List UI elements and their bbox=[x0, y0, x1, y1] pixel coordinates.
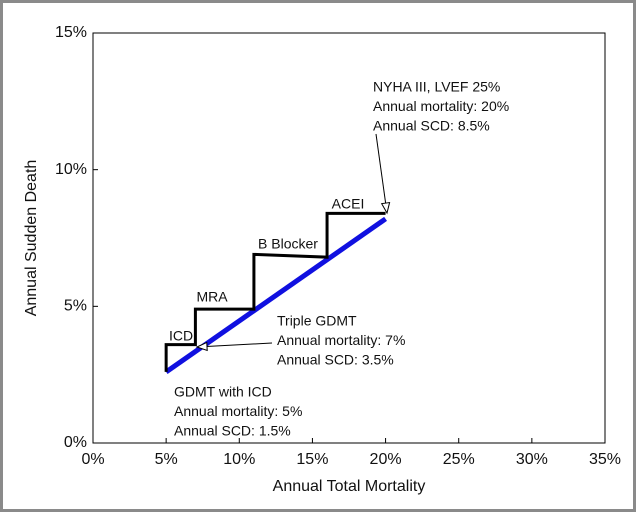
y-tick-label: 15% bbox=[55, 24, 87, 41]
step-label: B Blocker bbox=[258, 236, 318, 252]
y-tick-label: 10% bbox=[55, 161, 87, 178]
x-tick-label: 5% bbox=[155, 451, 178, 468]
arrow-head bbox=[380, 201, 391, 215]
step-label: ACEI bbox=[332, 196, 365, 212]
y-tick-label: 5% bbox=[64, 298, 87, 315]
y-tick-label: 0% bbox=[64, 434, 87, 451]
arrow bbox=[196, 342, 273, 348]
annotation: Annual mortality: 7% bbox=[277, 332, 405, 348]
annotation: Annual mortality: 5% bbox=[174, 403, 302, 419]
x-tick-label: 0% bbox=[81, 451, 104, 468]
x-tick-label: 10% bbox=[223, 451, 255, 468]
y-axis-label: Annual Sudden Death bbox=[23, 160, 40, 317]
x-tick-label: 15% bbox=[296, 451, 328, 468]
x-tick-label: 25% bbox=[443, 451, 475, 468]
step-label: MRA bbox=[196, 289, 228, 305]
annotation: NYHA III, LVEF 25% bbox=[373, 79, 500, 95]
x-tick-label: 35% bbox=[589, 451, 621, 468]
line bbox=[164, 211, 386, 372]
x-tick-label: 30% bbox=[516, 451, 548, 468]
annotation: Annual mortality: 20% bbox=[373, 98, 509, 114]
x-tick-label: 20% bbox=[370, 451, 402, 468]
annotation: GDMT with ICD bbox=[174, 384, 272, 400]
arrow-head bbox=[195, 341, 208, 352]
x-axis-label: Annual Total Mortality bbox=[273, 478, 426, 495]
annotation: Triple GDMT bbox=[277, 313, 357, 329]
annotation: Annual SCD: 8.5% bbox=[373, 118, 490, 134]
step-label: ICD bbox=[169, 328, 193, 344]
annotation: Annual SCD: 1.5% bbox=[174, 423, 291, 439]
annotation: Annual SCD: 3.5% bbox=[277, 352, 394, 368]
plot-area bbox=[92, 32, 606, 444]
arrow bbox=[375, 133, 388, 214]
